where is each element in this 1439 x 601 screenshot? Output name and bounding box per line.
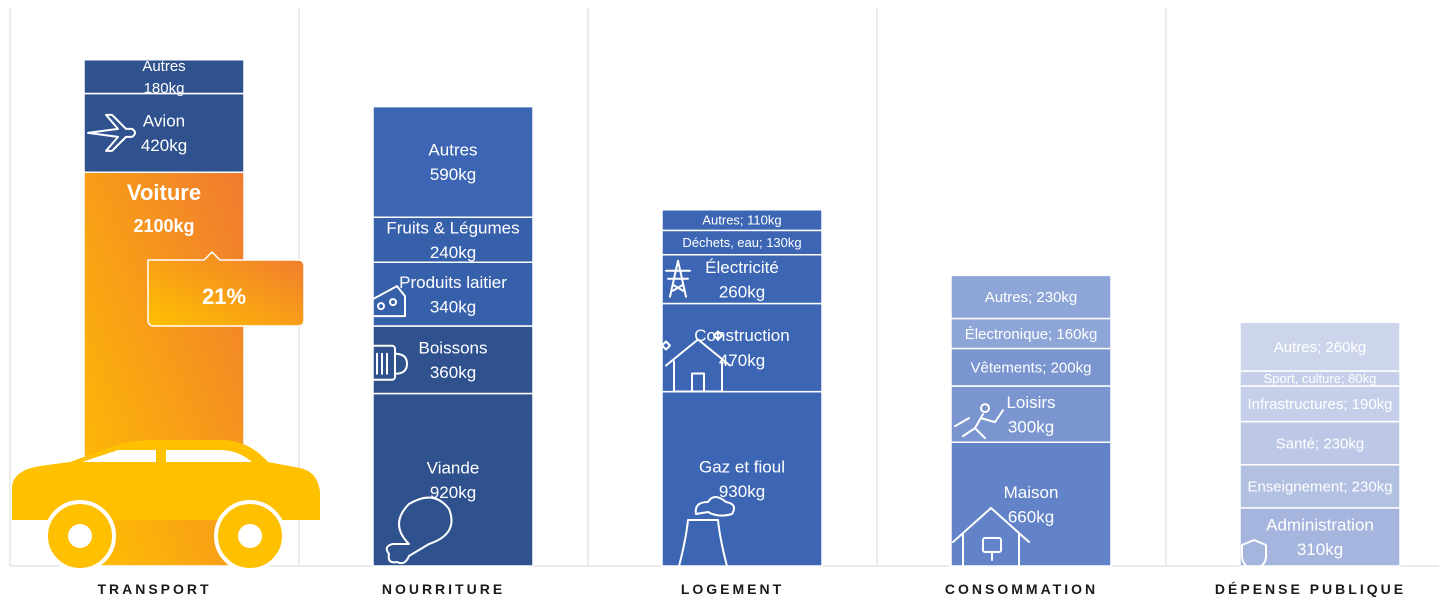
category-label-transport: TRANSPORT [97, 581, 211, 597]
cricket-icon [954, 403, 1004, 440]
stack-logement: Gaz et fioul 930kg Construction 470kg Électr… [661, 209, 823, 571]
segment-value: 930kg [719, 482, 765, 501]
segment-value: 920kg [430, 483, 476, 502]
category-label-depense-publique: DÉPENSE PUBLIQUE [1215, 581, 1406, 597]
cheese-icon [370, 285, 406, 318]
bar-segment-nourriture-viande [372, 392, 534, 567]
bar-segment-consommation-vetements [950, 347, 1112, 387]
segment-value: 260kg [719, 282, 765, 301]
bar-segment-nourriture-boissons [372, 325, 534, 395]
percent-callout: 21% [147, 250, 305, 327]
segment-label: Sport, culture; 80kg [1264, 371, 1377, 386]
bar-segment-transport-autres [83, 59, 245, 95]
bar-segment-logement-dechets-eau [661, 229, 823, 256]
house-icon [661, 330, 731, 393]
segment-value: 300kg [1008, 417, 1054, 436]
bar-segment-consommation-loisirs [950, 385, 1112, 443]
segment-label: Enseignement; 230kg [1247, 479, 1392, 496]
airplane-icon [87, 113, 136, 152]
category-labels: TRANSPORT NOURRITURE LOGEMENT CONSOMMATION D… [97, 581, 1406, 597]
bar-segment-logement-autres [661, 209, 823, 232]
stack-depense-publique: Administration 310kg Enseignement; 230kg Sa… [1239, 321, 1401, 571]
segment-label: Maison [1004, 483, 1059, 502]
beer-mug-icon [368, 344, 408, 381]
category-label-nourriture: NOURRITURE [382, 581, 505, 597]
segment-label: Autres; 260kg [1274, 339, 1367, 356]
segment-label: Viande [427, 458, 480, 477]
segment-label: Autres [428, 141, 477, 160]
segment-label: Boissons [419, 338, 488, 357]
callout-box [147, 250, 305, 327]
bar-segment-depense-publique-autres [1239, 321, 1401, 372]
segment-label: Autres [142, 58, 185, 75]
segment-label: Administration [1266, 516, 1374, 535]
segment-label: Construction [694, 326, 789, 345]
bar-segment-logement-construction [661, 302, 823, 393]
car-icon [12, 440, 320, 572]
segment-label: Vêtements; 200kg [971, 360, 1092, 377]
shield-icon [1241, 539, 1267, 571]
segment-value: 660kg [1008, 507, 1054, 526]
bar-segment-transport-avion [83, 92, 245, 173]
segment-value: 310kg [1297, 540, 1343, 559]
pylon-icon [665, 259, 691, 298]
segment-label: Voiture [127, 180, 201, 205]
segment-value: 240kg [430, 243, 476, 262]
bar-segment-nourriture-autres [372, 105, 534, 218]
bars-layer: Voiture 2100kg Avion 420kg Autres 180kg Viande… [83, 58, 1401, 571]
stack-consommation: Maison 660kg Loisirs 300kg Vêtements; 200kg É… [950, 274, 1112, 569]
segment-label: Infrastructures; 190kg [1247, 396, 1392, 413]
bar-segment-depense-publique-sante [1239, 420, 1401, 466]
bar-segment-depense-publique-enseignement [1239, 464, 1401, 509]
segment-label: Gaz et fioul [699, 457, 785, 476]
category-label-consommation: CONSOMMATION [945, 581, 1098, 597]
segment-label: Électronique; 160kg [965, 326, 1098, 343]
stack-nourriture: Viande 920kg Boissons 360kg Produits laitier… [368, 105, 534, 567]
segment-value: 470kg [719, 351, 765, 370]
segment-label: Fruits & Légumes [386, 218, 519, 237]
home-icon [952, 507, 1030, 569]
segment-label: Électricité [705, 258, 779, 277]
segment-label: Déchets, eau; 130kg [682, 235, 801, 250]
segment-label: Autres; 230kg [985, 289, 1078, 306]
segment-value: 420kg [141, 136, 187, 155]
extras-layer: 21% [12, 250, 320, 572]
segment-value: 180kg [144, 80, 185, 97]
percent-label: 21% [202, 284, 246, 309]
segment-label: Loisirs [1006, 393, 1055, 412]
category-label-logement: LOGEMENT [681, 581, 784, 597]
segment-label: Autres; 110kg [702, 213, 781, 228]
segment-value: 2100kg [133, 216, 194, 236]
segment-value: 590kg [430, 165, 476, 184]
factory-icon [677, 496, 735, 571]
segment-label: Avion [143, 112, 185, 131]
bar-segment-consommation-autres [950, 274, 1112, 320]
bar-segment-consommation-maison [950, 441, 1112, 567]
segment-value: 340kg [430, 297, 476, 316]
segment-value: 360kg [430, 363, 476, 382]
segment-label: Produits laitier [399, 273, 507, 292]
chicken-leg-icon [385, 496, 453, 565]
segment-label: Santé; 230kg [1276, 435, 1364, 452]
